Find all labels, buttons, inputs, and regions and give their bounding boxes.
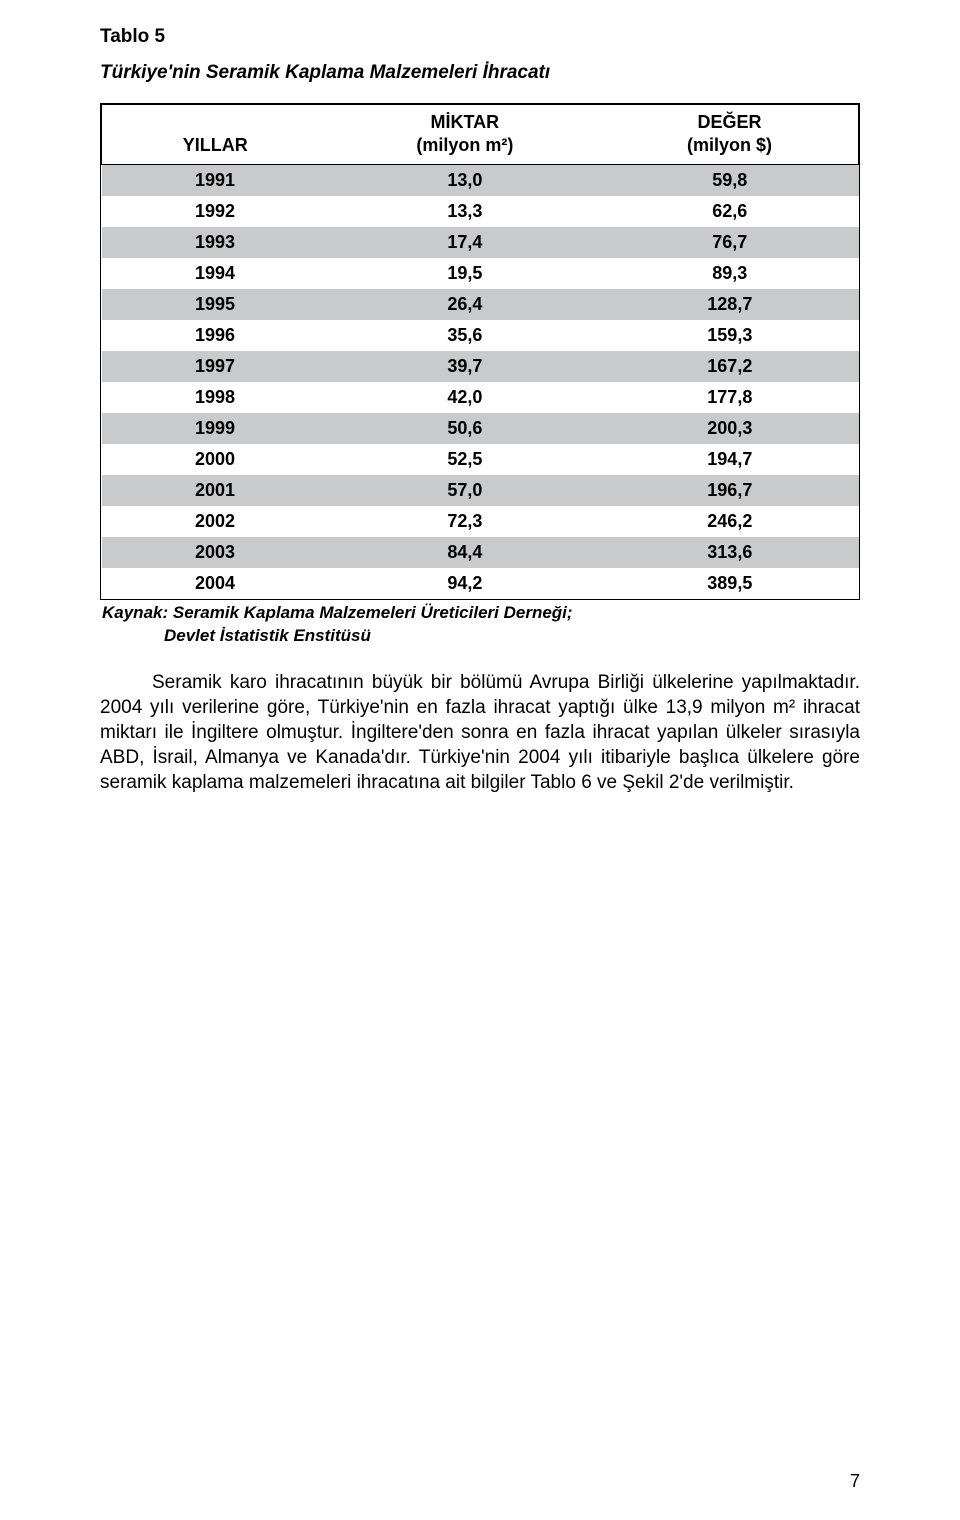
col-header-val-line2: (milyon $): [687, 135, 772, 155]
table-header: YILLAR MİKTAR (milyon m²) DEĞER (milyon …: [102, 105, 859, 165]
table-row: 199635,6159,3: [102, 320, 859, 351]
table-number: Tablo 5: [100, 24, 860, 50]
table-row: 199526,4128,7: [102, 289, 859, 320]
cell-val: 159,3: [601, 320, 858, 351]
table-row: 200494,2389,5: [102, 568, 859, 599]
cell-qty: 39,7: [329, 351, 602, 382]
col-header-qty: MİKTAR (milyon m²): [329, 105, 602, 165]
table-row: 200157,0196,7: [102, 475, 859, 506]
cell-val: 76,7: [601, 227, 858, 258]
page: Tablo 5 Türkiye'nin Seramik Kaplama Malz…: [0, 0, 960, 1520]
cell-year: 2003: [102, 537, 329, 568]
table-row: 199950,6200,3: [102, 413, 859, 444]
cell-qty: 52,5: [329, 444, 602, 475]
table-row: 199419,589,3: [102, 258, 859, 289]
col-header-qty-line1: MİKTAR: [431, 112, 500, 132]
cell-year: 2002: [102, 506, 329, 537]
table-row: 200384,4313,6: [102, 537, 859, 568]
cell-qty: 72,3: [329, 506, 602, 537]
table-row: 200272,3246,2: [102, 506, 859, 537]
cell-qty: 57,0: [329, 475, 602, 506]
cell-val: 246,2: [601, 506, 858, 537]
source-line1: Seramik Kaplama Malzemeleri Üreticileri …: [173, 603, 573, 622]
cell-year: 1994: [102, 258, 329, 289]
page-number: 7: [850, 1471, 860, 1492]
cell-qty: 84,4: [329, 537, 602, 568]
col-header-val: DEĞER (milyon $): [601, 105, 858, 165]
cell-qty: 13,3: [329, 196, 602, 227]
cell-qty: 13,0: [329, 165, 602, 197]
table-container: YILLAR MİKTAR (milyon m²) DEĞER (milyon …: [100, 103, 860, 600]
cell-val: 59,8: [601, 165, 858, 197]
table-row: 199317,476,7: [102, 227, 859, 258]
cell-val: 62,6: [601, 196, 858, 227]
cell-qty: 42,0: [329, 382, 602, 413]
cell-year: 2004: [102, 568, 329, 599]
cell-val: 200,3: [601, 413, 858, 444]
col-header-year: YILLAR: [102, 105, 329, 165]
cell-qty: 35,6: [329, 320, 602, 351]
table-body: 199113,059,8199213,362,6199317,476,71994…: [102, 165, 859, 600]
table-row: 200052,5194,7: [102, 444, 859, 475]
cell-year: 1996: [102, 320, 329, 351]
table-row: 199113,059,8: [102, 165, 859, 197]
cell-year: 1991: [102, 165, 329, 197]
source-line2: Devlet İstatistik Enstitüsü: [102, 626, 371, 645]
table-title: Türkiye'nin Seramik Kaplama Malzemeleri …: [100, 60, 860, 86]
cell-qty: 17,4: [329, 227, 602, 258]
source-prefix: Kaynak:: [102, 603, 168, 622]
cell-val: 196,7: [601, 475, 858, 506]
cell-qty: 94,2: [329, 568, 602, 599]
table-row: 199213,362,6: [102, 196, 859, 227]
cell-year: 1998: [102, 382, 329, 413]
cell-year: 1992: [102, 196, 329, 227]
cell-val: 389,5: [601, 568, 858, 599]
col-header-qty-line2: (milyon m²): [416, 135, 513, 155]
cell-year: 2001: [102, 475, 329, 506]
table-header-row: YILLAR MİKTAR (milyon m²) DEĞER (milyon …: [102, 105, 859, 165]
cell-val: 194,7: [601, 444, 858, 475]
cell-val: 177,8: [601, 382, 858, 413]
cell-year: 2000: [102, 444, 329, 475]
cell-qty: 19,5: [329, 258, 602, 289]
cell-qty: 50,6: [329, 413, 602, 444]
export-table: YILLAR MİKTAR (milyon m²) DEĞER (milyon …: [101, 104, 859, 599]
cell-val: 167,2: [601, 351, 858, 382]
body-paragraph: Seramik karo ihracatının büyük bir bölüm…: [100, 670, 860, 795]
col-header-val-line1: DEĞER: [698, 112, 762, 132]
cell-qty: 26,4: [329, 289, 602, 320]
col-header-year-line2: YILLAR: [183, 135, 248, 155]
cell-year: 1997: [102, 351, 329, 382]
table-row: 199842,0177,8: [102, 382, 859, 413]
cell-val: 89,3: [601, 258, 858, 289]
table-source: Kaynak: Seramik Kaplama Malzemeleri Üret…: [100, 602, 860, 648]
cell-year: 1999: [102, 413, 329, 444]
cell-year: 1995: [102, 289, 329, 320]
table-row: 199739,7167,2: [102, 351, 859, 382]
cell-val: 128,7: [601, 289, 858, 320]
cell-year: 1993: [102, 227, 329, 258]
cell-val: 313,6: [601, 537, 858, 568]
